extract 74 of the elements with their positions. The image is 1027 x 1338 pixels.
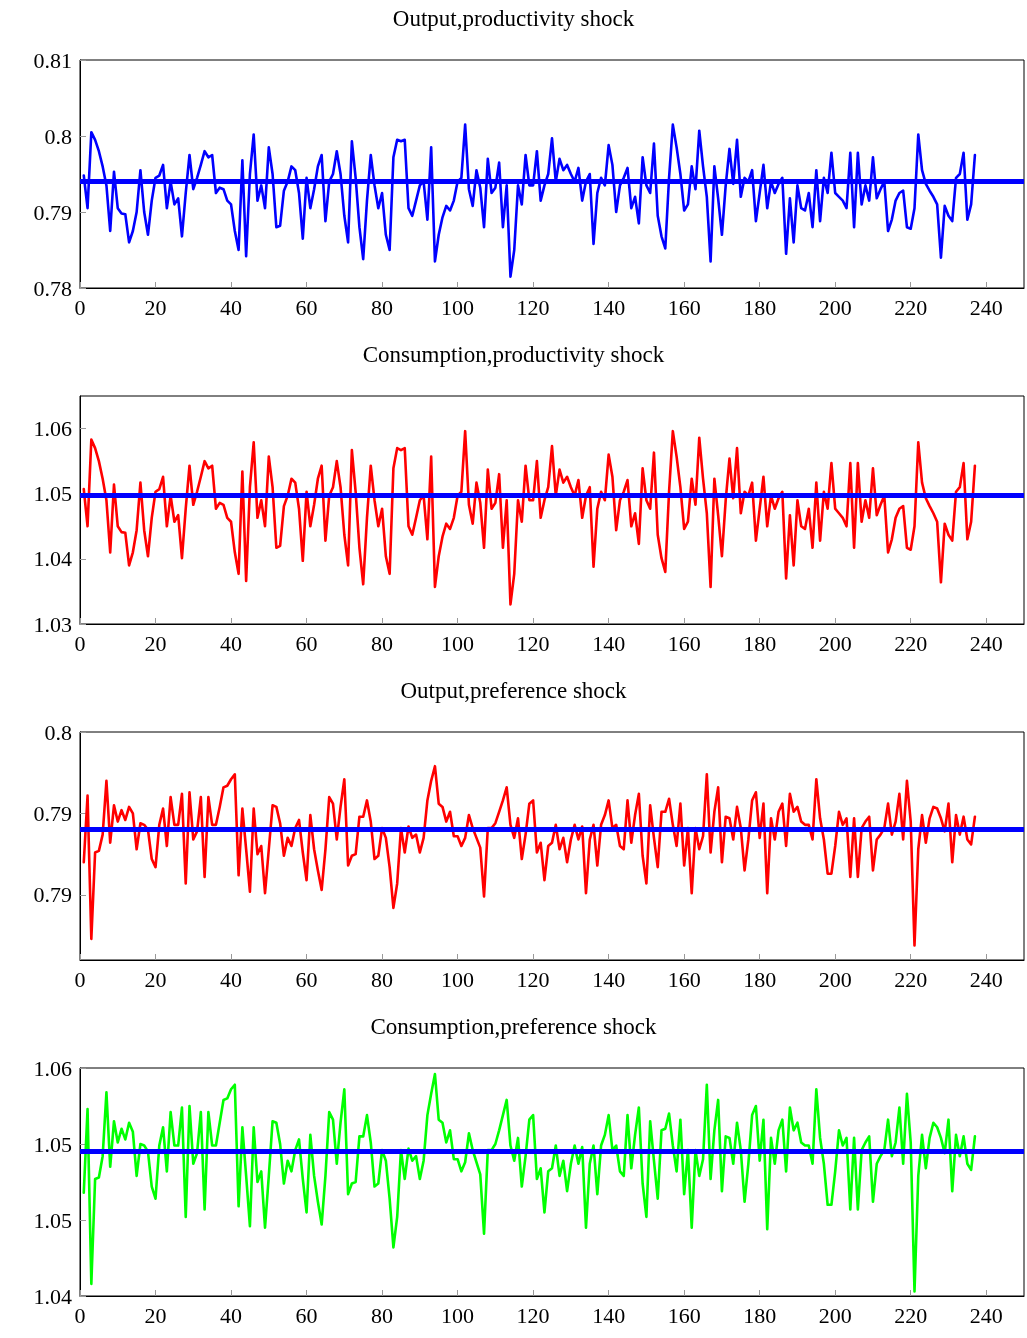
x-tick-label: 20 [144,966,167,992]
x-tick-label: 80 [371,630,394,656]
y-tick-label: 0.78 [33,275,72,301]
y-tick-label: 1.04 [33,1283,72,1309]
x-tick-label: 60 [295,294,318,320]
x-tick-label: 60 [295,1302,318,1328]
x-tick-label: 60 [295,630,318,656]
x-tick-label: 240 [969,966,1003,992]
y-tick-label: 0.79 [33,199,72,225]
y-tick-label: 1.03 [33,611,72,637]
x-tick-label: 0 [74,966,86,992]
x-tick-label: 80 [371,294,394,320]
x-tick-label: 240 [969,630,1003,656]
y-tick-label: 0.79 [33,800,72,826]
x-tick-label: 220 [894,966,928,992]
y-tick-label: 1.06 [33,1055,72,1081]
x-tick-label: 120 [516,630,550,656]
y-tick-label: 0.79 [33,882,72,908]
y-tick-label: 0.8 [44,123,72,149]
x-tick-label: 140 [592,1302,626,1328]
y-tick-label: 0.81 [33,47,72,73]
x-tick-label: 220 [894,294,928,320]
x-tick-label: 100 [441,966,475,992]
x-tick-label: 180 [743,294,777,320]
x-tick-label: 160 [667,630,701,656]
chart-title: Consumption,productivity shock [362,342,665,367]
x-tick-label: 40 [220,1302,243,1328]
x-tick-label: 40 [220,966,243,992]
x-tick-label: 80 [371,966,394,992]
x-tick-label: 0 [74,294,86,320]
x-tick-label: 160 [667,294,701,320]
x-tick-label: 160 [667,966,701,992]
x-tick-label: 220 [894,630,928,656]
x-tick-label: 200 [818,294,852,320]
y-tick-label: 1.05 [33,1207,72,1233]
x-tick-label: 240 [969,1302,1003,1328]
y-tick-label: 0.8 [44,719,72,745]
x-tick-label: 140 [592,630,626,656]
x-tick-label: 20 [144,1302,167,1328]
x-tick-label: 0 [74,630,86,656]
y-tick-label: 1.05 [33,1131,72,1157]
x-tick-label: 40 [220,294,243,320]
x-tick-label: 120 [516,1302,550,1328]
x-tick-label: 180 [743,1302,777,1328]
x-tick-label: 20 [144,630,167,656]
x-tick-label: 100 [441,294,475,320]
x-tick-label: 240 [969,294,1003,320]
x-tick-label: 100 [441,630,475,656]
x-tick-label: 20 [144,294,167,320]
x-tick-label: 140 [592,966,626,992]
x-tick-label: 180 [743,630,777,656]
x-tick-label: 200 [818,1302,852,1328]
x-tick-label: 120 [516,966,550,992]
chart-title: Consumption,preference shock [370,1014,658,1039]
x-tick-label: 200 [818,966,852,992]
x-tick-label: 80 [371,1302,394,1328]
x-tick-label: 160 [667,1302,701,1328]
y-tick-label: 1.04 [33,546,72,572]
x-tick-label: 200 [818,630,852,656]
x-tick-label: 60 [295,966,318,992]
x-tick-label: 0 [74,1302,86,1328]
line-series [82,429,977,606]
y-tick-label: 1.05 [33,481,72,507]
chart-title: Output,productivity shock [392,6,635,31]
x-tick-label: 180 [743,966,777,992]
x-tick-label: 220 [894,1302,928,1328]
line-series [82,1072,977,1293]
x-tick-label: 140 [592,294,626,320]
x-tick-label: 120 [516,294,550,320]
y-tick-label: 1.06 [33,416,72,442]
line-series [82,764,977,947]
chart-title: Output,preference shock [400,678,628,703]
x-tick-label: 100 [441,1302,475,1328]
x-tick-label: 40 [220,630,243,656]
